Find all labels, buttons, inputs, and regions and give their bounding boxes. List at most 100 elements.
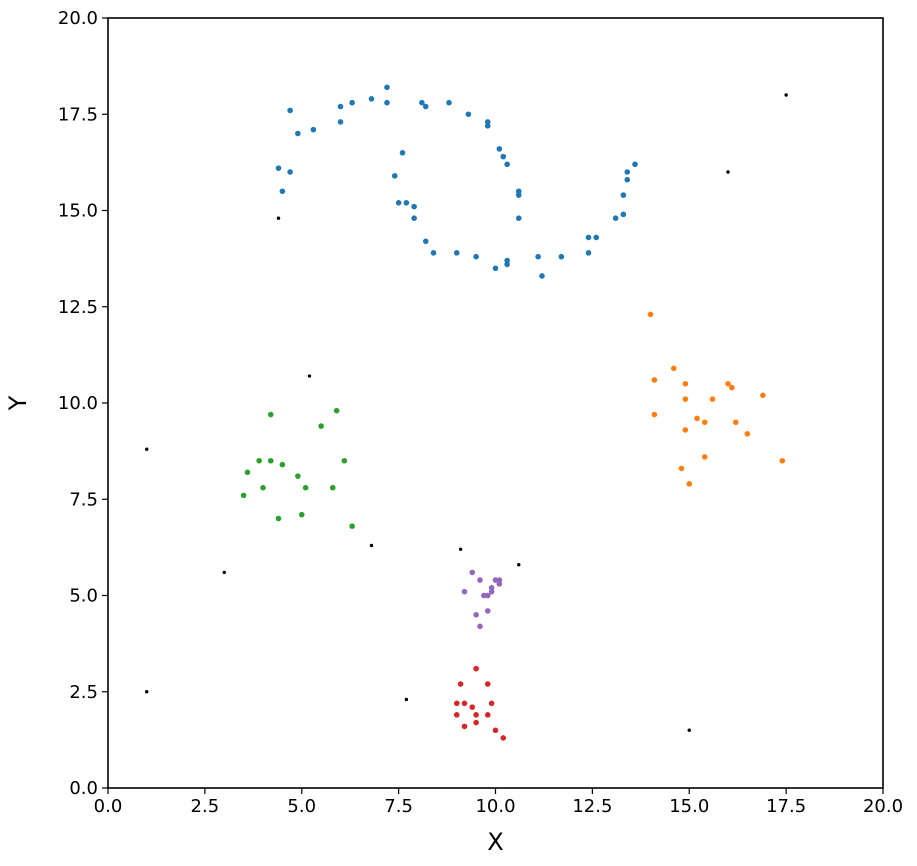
data-point xyxy=(403,200,410,206)
data-point xyxy=(279,188,286,195)
data-point xyxy=(484,681,491,687)
data-point xyxy=(473,719,479,726)
axes-frame xyxy=(107,17,884,789)
x-tick-label: 17.5 xyxy=(766,796,806,817)
data-point xyxy=(411,215,417,221)
data-point xyxy=(496,581,503,587)
data-point xyxy=(404,697,409,702)
data-point xyxy=(624,169,631,175)
data-point xyxy=(593,234,600,241)
data-point xyxy=(465,111,472,118)
data-point xyxy=(744,431,751,437)
x-tick-label: 15.0 xyxy=(669,796,709,817)
data-point xyxy=(422,238,429,245)
data-point xyxy=(517,563,521,567)
data-point xyxy=(419,99,425,106)
data-point xyxy=(729,384,735,391)
series-5 xyxy=(145,93,788,732)
data-point xyxy=(500,735,507,741)
data-point xyxy=(725,380,731,387)
data-point xyxy=(585,250,592,256)
data-point xyxy=(515,215,522,221)
y-tick-label: 20.0 xyxy=(58,8,98,29)
data-point xyxy=(391,173,398,179)
data-point xyxy=(453,712,460,718)
y-axis-label: Y xyxy=(4,395,32,411)
data-point xyxy=(484,123,491,129)
y-tick-label: 2.5 xyxy=(69,682,98,703)
data-point xyxy=(430,250,437,256)
data-point xyxy=(287,169,293,175)
data-point xyxy=(267,457,274,464)
data-point xyxy=(488,700,495,707)
data-point xyxy=(624,176,631,183)
data-point xyxy=(318,423,324,429)
data-point xyxy=(651,377,658,383)
data-point xyxy=(369,543,374,548)
x-tick-label: 20.0 xyxy=(863,796,903,817)
data-point xyxy=(395,200,402,206)
data-point xyxy=(678,465,685,472)
data-point xyxy=(307,374,312,378)
data-point xyxy=(222,570,226,575)
y-tick-label: 5.0 xyxy=(69,586,98,607)
data-point xyxy=(349,523,355,529)
data-point xyxy=(275,515,282,522)
series-3 xyxy=(453,665,507,741)
data-point xyxy=(620,192,627,198)
data-point xyxy=(585,234,592,241)
data-point xyxy=(446,99,452,106)
data-point xyxy=(337,119,344,125)
data-point xyxy=(422,103,429,110)
data-point xyxy=(612,215,619,221)
data-point xyxy=(333,407,340,414)
x-axis-label: X xyxy=(487,828,503,856)
data-point xyxy=(686,481,693,487)
x-tick-label: 7.5 xyxy=(384,796,413,817)
axis-ticks: 0.0 2.5 5.0 7.5 10.0 12.5 15.0 17.5 20.0 0.0 2.5 5.… xyxy=(58,8,903,817)
data-point xyxy=(267,411,274,418)
data-point xyxy=(492,727,499,734)
data-point xyxy=(492,577,499,583)
data-point xyxy=(279,461,286,468)
data-point xyxy=(515,188,522,195)
x-tick-label: 2.5 xyxy=(191,796,220,817)
data-point xyxy=(620,211,627,218)
data-point xyxy=(504,257,510,264)
data-point xyxy=(484,592,491,599)
data-point xyxy=(275,165,282,171)
series-4 xyxy=(461,569,503,630)
data-point xyxy=(473,665,479,672)
data-point xyxy=(504,161,510,168)
data-point xyxy=(477,623,483,630)
data-point xyxy=(496,577,503,583)
data-point xyxy=(632,161,638,168)
y-tick-label: 17.5 xyxy=(58,104,98,125)
data-point xyxy=(492,265,499,272)
data-point xyxy=(469,569,476,576)
series-1 xyxy=(647,311,786,487)
data-point xyxy=(453,250,460,256)
data-point xyxy=(295,473,301,479)
data-point xyxy=(298,511,305,518)
data-point xyxy=(256,457,262,464)
data-point xyxy=(411,203,417,210)
x-tick-label: 10.0 xyxy=(475,796,515,817)
data-point xyxy=(687,728,691,732)
data-point xyxy=(535,253,541,260)
data-point xyxy=(329,484,336,491)
data-point xyxy=(461,700,468,707)
data-point xyxy=(484,119,491,125)
data-point xyxy=(384,99,390,106)
data-point xyxy=(481,592,487,599)
data-point xyxy=(341,457,348,464)
data-point xyxy=(453,700,460,707)
y-tick-label: 15.0 xyxy=(58,201,98,222)
data-point xyxy=(488,585,495,591)
data-point xyxy=(732,419,739,426)
data-point xyxy=(515,192,522,198)
data-point xyxy=(368,96,375,102)
data-point xyxy=(260,484,266,491)
data-point xyxy=(310,126,317,133)
data-point xyxy=(500,153,507,160)
